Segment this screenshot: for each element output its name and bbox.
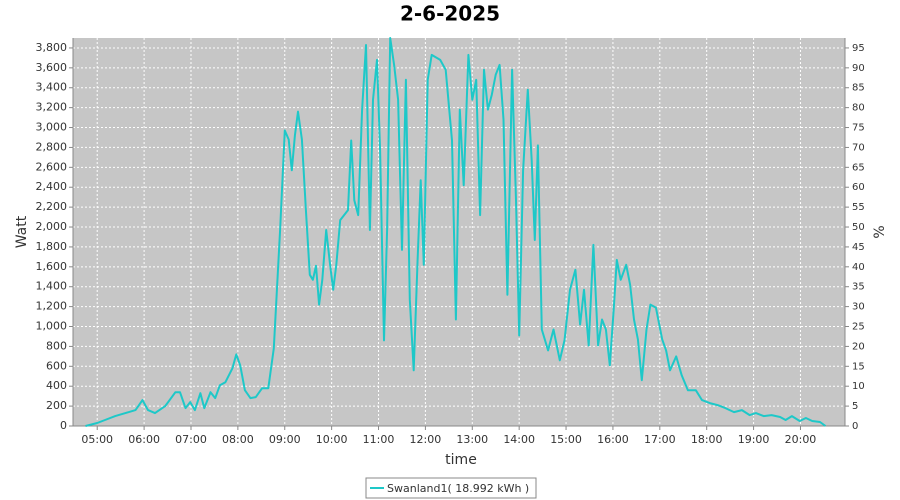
series-line: [85, 37, 827, 427]
x-tick-label: 15:00: [550, 433, 582, 446]
plot-area: [73, 38, 845, 426]
y-tick-label: 1,400: [36, 280, 68, 293]
y-tick-label: 1,800: [36, 240, 68, 253]
x-tick-label: 20:00: [785, 433, 817, 446]
x-tick-label: 13:00: [456, 433, 488, 446]
y-axis-label: Watt: [14, 215, 30, 248]
y2-tick-label: 30: [852, 302, 865, 313]
y-tick-label: 400: [46, 379, 67, 392]
x-tick-label: 17:00: [644, 433, 676, 446]
y-tick-label: 1,200: [36, 300, 68, 313]
y-tick-label: 600: [46, 359, 67, 372]
y-tick-label: 3,400: [36, 81, 68, 94]
x-tick-label: 12:00: [410, 433, 442, 446]
y2-tick-label: 25: [852, 322, 865, 333]
y-tick-label: 2,600: [36, 160, 68, 173]
y-tick-label: 1,000: [36, 320, 68, 333]
y2-tick-label: 60: [852, 182, 865, 193]
y2-tick-label: 80: [852, 103, 865, 114]
y2-tick-label: 55: [852, 202, 865, 213]
y-tick-label: 1,600: [36, 260, 68, 273]
x-tick-label: 18:00: [691, 433, 723, 446]
x-tick-label: 11:00: [363, 433, 395, 446]
y-tick-label: 3,600: [36, 61, 68, 74]
legend: Swanland1( 18.992 kWh ): [365, 477, 537, 499]
y2-tick-label: 65: [852, 162, 865, 173]
y2-tick-label: 95: [852, 43, 865, 54]
x-tick-label: 14:00: [503, 433, 535, 446]
y-tick-label: 2,800: [36, 140, 68, 153]
x-tick-label: 16:00: [597, 433, 629, 446]
y-tick-label: 800: [46, 339, 67, 352]
chart-title: 2-6-2025: [400, 2, 500, 26]
y2-tick-label: 40: [852, 262, 865, 273]
y2-tick-label: 75: [852, 123, 865, 134]
y2-tick-label: 15: [852, 361, 865, 372]
legend-box: [365, 477, 537, 499]
y2-axis-label: %: [872, 225, 888, 238]
x-tick-label: 09:00: [269, 433, 301, 446]
y-tick-label: 2,200: [36, 200, 68, 213]
y-tick-label: 3,000: [36, 121, 68, 134]
x-tick-label: 19:00: [738, 433, 770, 446]
y2-tick-label: 20: [852, 341, 865, 352]
x-tick-label: 10:00: [316, 433, 348, 446]
y-tick-label: 200: [46, 399, 67, 412]
y2-tick-label: 90: [852, 63, 865, 74]
y2-tick-label: 5: [852, 401, 858, 412]
y2-tick-label: 45: [852, 242, 865, 253]
x-tick-label: 07:00: [175, 433, 207, 446]
y-tick-label: 3,200: [36, 101, 68, 114]
y-tick-label: 2,400: [36, 180, 68, 193]
y-tick-label: 2,000: [36, 220, 68, 233]
x-tick-label: 06:00: [128, 433, 160, 446]
y-tick-label: 3,800: [36, 41, 68, 54]
x-tick-label: 05:00: [81, 433, 113, 446]
y2-tick-label: 85: [852, 83, 865, 94]
x-axis-label: time: [445, 452, 477, 468]
legend-label: Swanland1( 18.992 kWh ): [387, 482, 529, 495]
y2-tick-label: 10: [852, 381, 865, 392]
y2-tick-label: 0: [852, 421, 858, 432]
y2-tick-label: 70: [852, 142, 865, 153]
y-tick-label: 0: [60, 419, 67, 432]
y2-tick-label: 50: [852, 222, 865, 233]
x-tick-label: 08:00: [222, 433, 254, 446]
y2-tick-label: 35: [852, 282, 865, 293]
